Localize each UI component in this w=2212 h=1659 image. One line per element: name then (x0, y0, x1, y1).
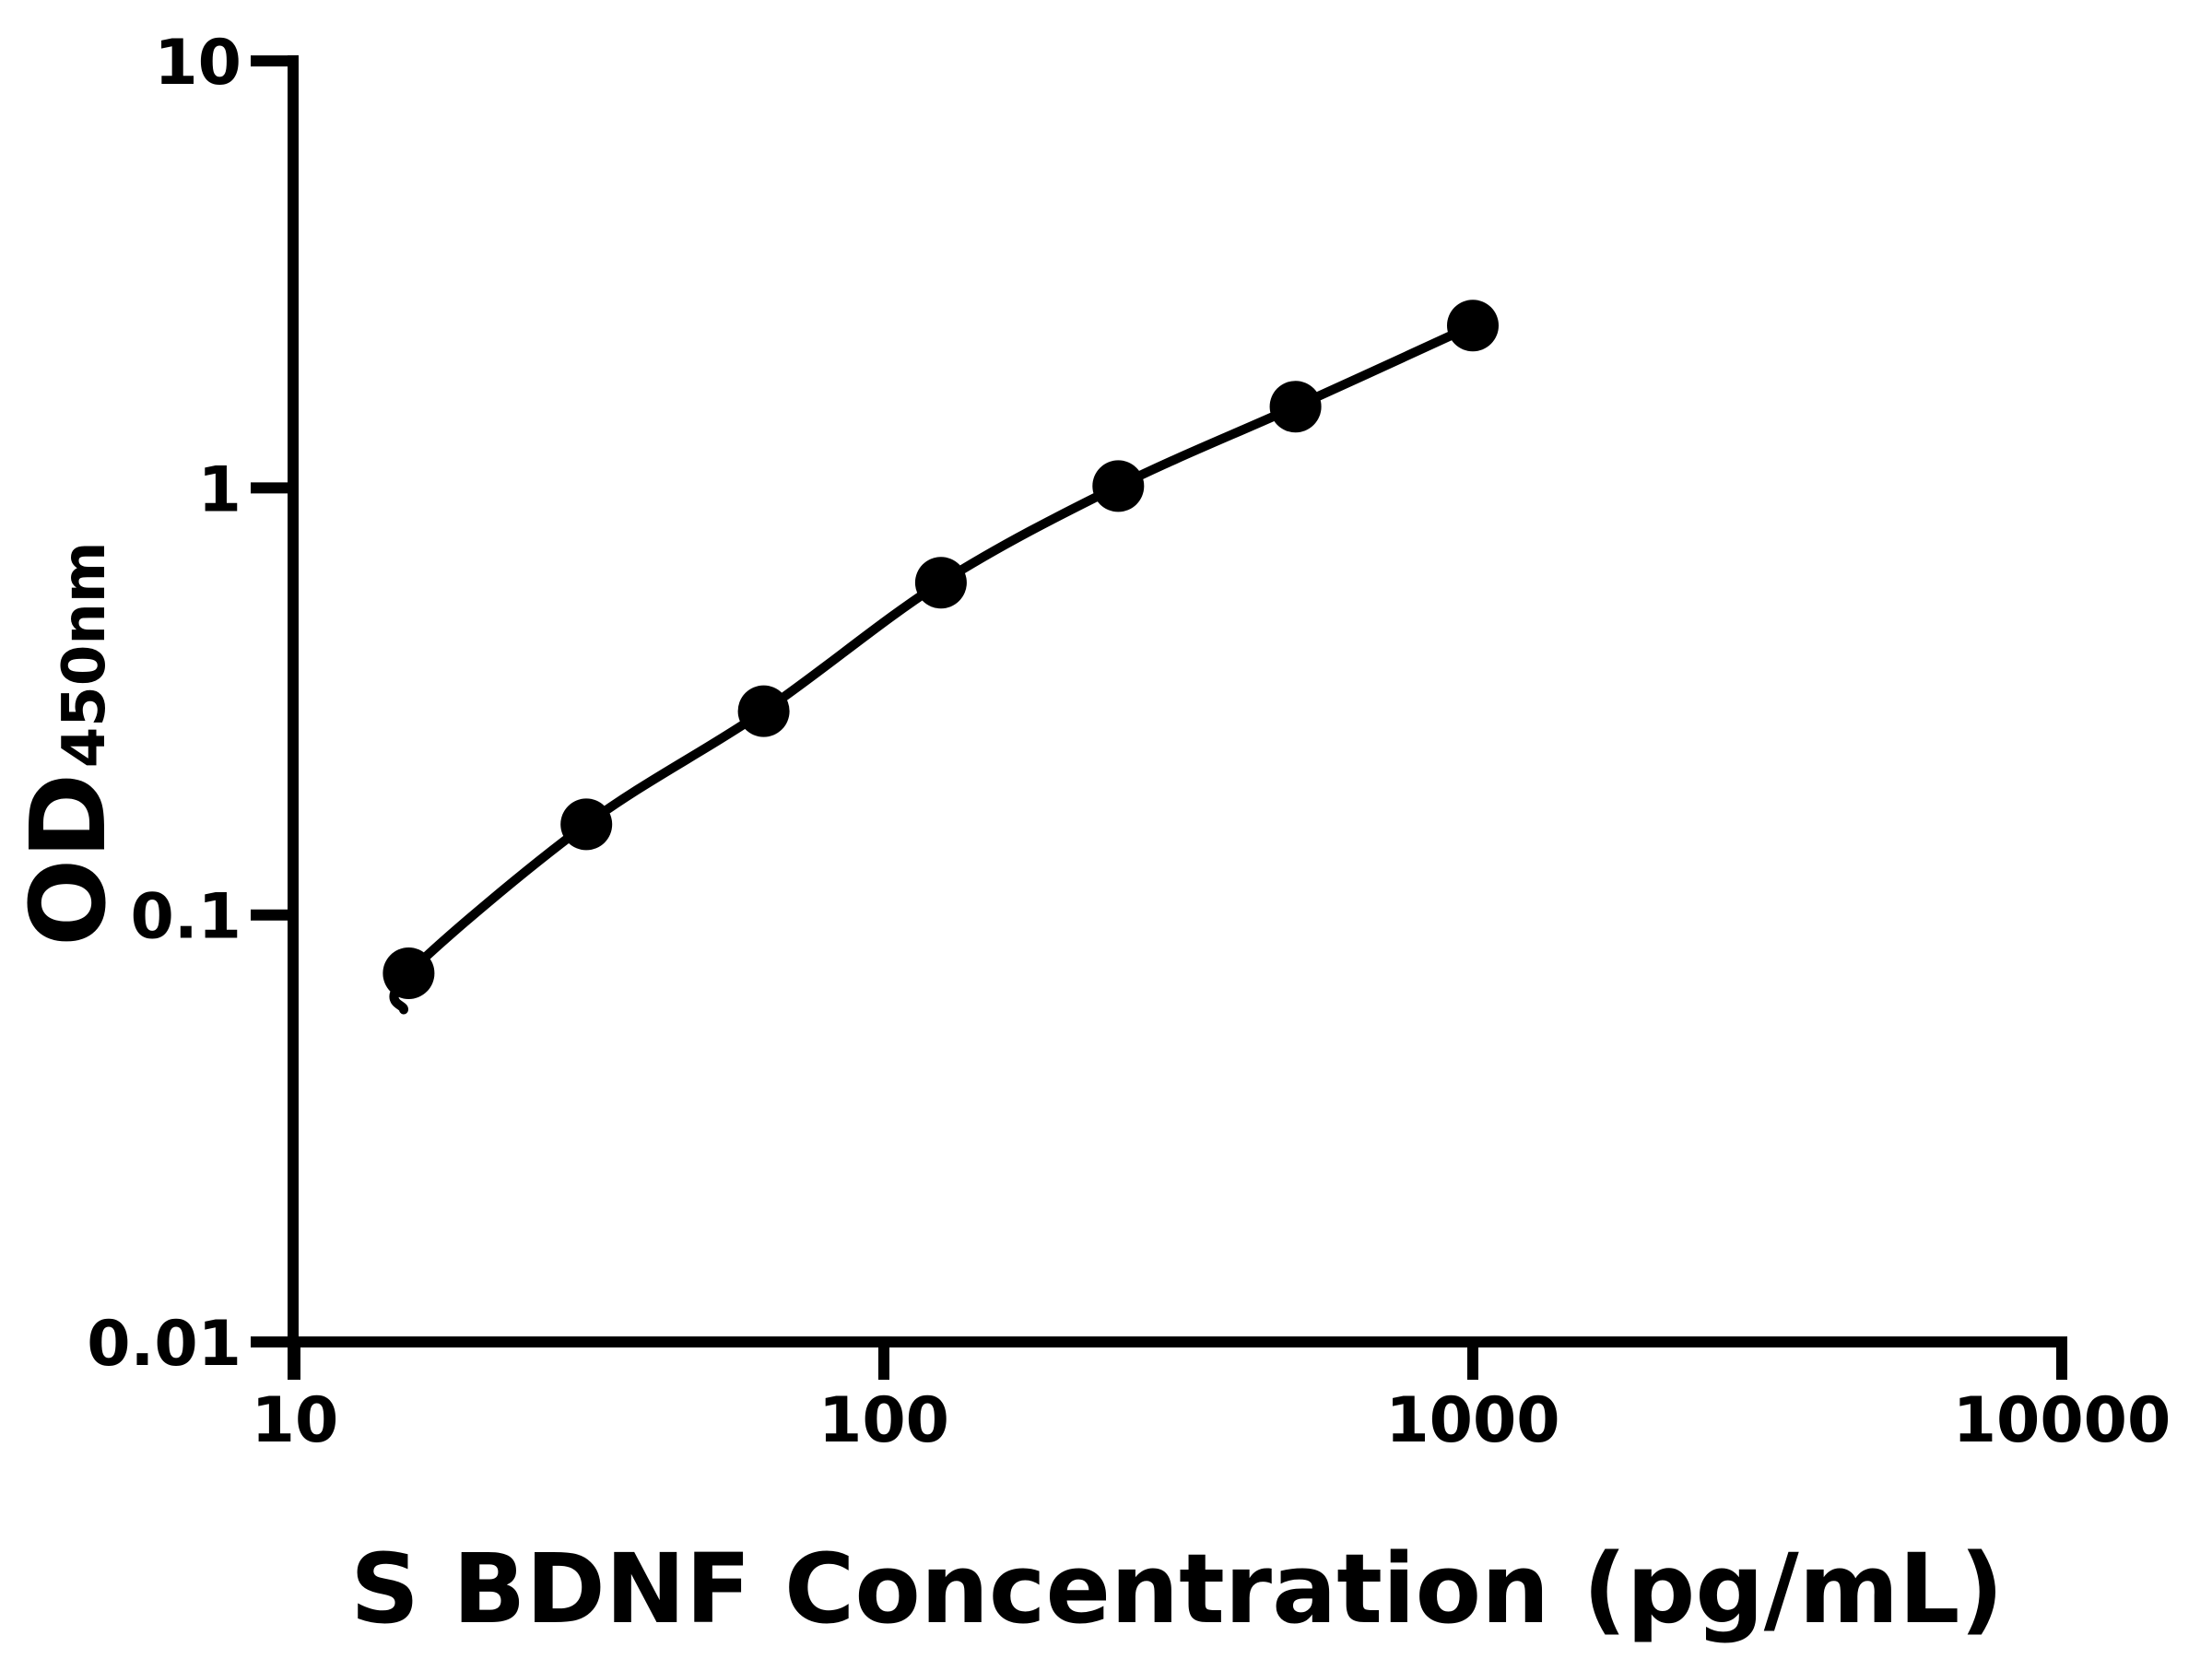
x-axis-title: S BDNF Concentration (pg/mL) (350, 1533, 2004, 1645)
data-point-marker (737, 685, 790, 737)
y-tick-label: 1 (198, 453, 241, 526)
x-tick-label: 100 (818, 1384, 949, 1457)
od-label-subscript: 450nm (51, 541, 119, 768)
y-tick-label: 10 (154, 27, 241, 100)
standard-curve-line (389, 321, 1477, 1015)
x-tick-label: 1000 (1385, 1384, 1559, 1457)
y-axis-title: OD 450nm (9, 541, 129, 947)
y-axis-tick-labels: 10 1 0.1 0.01 (87, 27, 241, 1381)
data-point-marker (382, 947, 435, 999)
y-tick-label: 0.01 (87, 1308, 241, 1381)
data-point-marker (914, 557, 967, 609)
data-point-marker (1092, 460, 1145, 512)
data-point-marker (1269, 381, 1322, 433)
x-axis-tick-labels: 10 100 1000 10000 (252, 1384, 2171, 1457)
data-point-markers (382, 300, 1499, 999)
od-label-main: OD (9, 773, 129, 947)
x-tick-label: 10 (252, 1384, 339, 1457)
x-axis-ticks (289, 1342, 2067, 1380)
y-axis-ticks (251, 55, 293, 1347)
data-point-marker (560, 798, 613, 851)
data-point-marker (1447, 300, 1499, 352)
x-tick-label: 10000 (1953, 1384, 2171, 1457)
y-tick-label: 0.1 (131, 881, 241, 954)
